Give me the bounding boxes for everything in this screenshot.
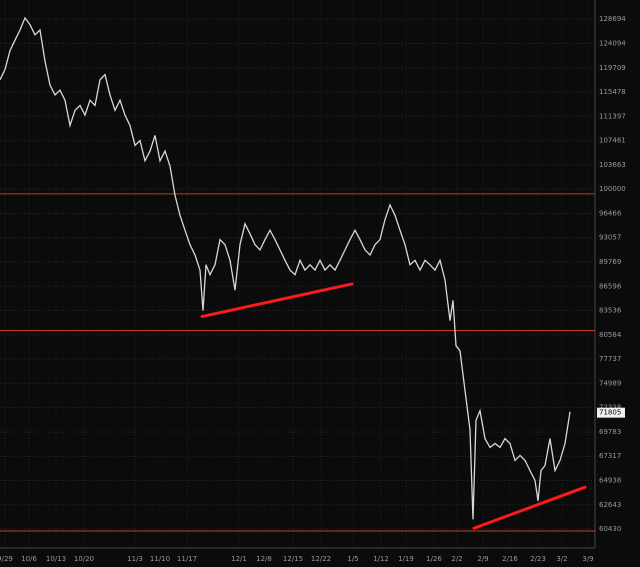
x-tick-label: 1/12 — [373, 555, 389, 563]
y-tick-label: 128694 — [599, 15, 626, 23]
y-tick-label: 115478 — [599, 88, 626, 96]
x-tick-label: 11/3 — [127, 555, 143, 563]
x-tick-label: 11/17 — [177, 555, 197, 563]
y-tick-label: 119709 — [599, 64, 626, 72]
x-tick-label: 1/19 — [398, 555, 414, 563]
y-tick-label: 103663 — [599, 161, 626, 169]
x-tick-label: 3/9 — [582, 555, 593, 563]
trend-line — [200, 282, 354, 319]
y-tick-label: 96466 — [599, 209, 622, 217]
y-tick-label: 69783 — [599, 428, 621, 436]
y-tick-label: 86596 — [599, 282, 622, 290]
x-tick-label: 1/26 — [426, 555, 442, 563]
y-tick-label: 77737 — [599, 355, 621, 363]
y-tick-label: 93057 — [599, 234, 621, 242]
y-tick-label: 124094 — [599, 40, 626, 48]
x-tick-label: 3/2 — [556, 555, 567, 563]
price-line — [0, 16, 571, 520]
x-tick-label: 10/6 — [21, 555, 37, 563]
y-tick-label: 111397 — [599, 112, 626, 120]
y-tick-label: 89769 — [599, 258, 621, 266]
trend-line — [472, 485, 587, 530]
y-tick-label: 67317 — [599, 452, 621, 460]
x-tick-label: 1/5 — [347, 555, 358, 563]
x-tick-label: 2/23 — [530, 555, 546, 563]
y-tick-label: 74989 — [599, 379, 621, 387]
y-tick-label: 107461 — [599, 137, 626, 145]
last-price-box — [597, 407, 625, 418]
y-tick-label: 60430 — [599, 525, 621, 533]
y-tick-label: 64938 — [599, 476, 621, 484]
y-tick-label: 83536 — [599, 307, 622, 315]
x-tick-label: 2/16 — [502, 555, 518, 563]
x-tick-label: 12/15 — [283, 555, 303, 563]
y-tick-label: 62643 — [599, 501, 621, 509]
x-tick-label: 11/10 — [150, 555, 170, 563]
x-tick-label: 2/9 — [477, 555, 488, 563]
x-tick-label: 12/1 — [231, 555, 247, 563]
x-tick-label: 10/20 — [74, 555, 94, 563]
last-price-label: 71805 — [599, 409, 621, 417]
x-tick-label: 12/22 — [311, 555, 331, 563]
x-tick-label: 9/29 — [0, 555, 13, 563]
x-tick-label: 12/8 — [256, 555, 272, 563]
x-tick-label: 2/2 — [451, 555, 462, 563]
x-tick-label: 10/13 — [46, 555, 66, 563]
y-tick-label: 100000 — [599, 185, 626, 193]
y-tick-label: 80584 — [599, 331, 622, 339]
